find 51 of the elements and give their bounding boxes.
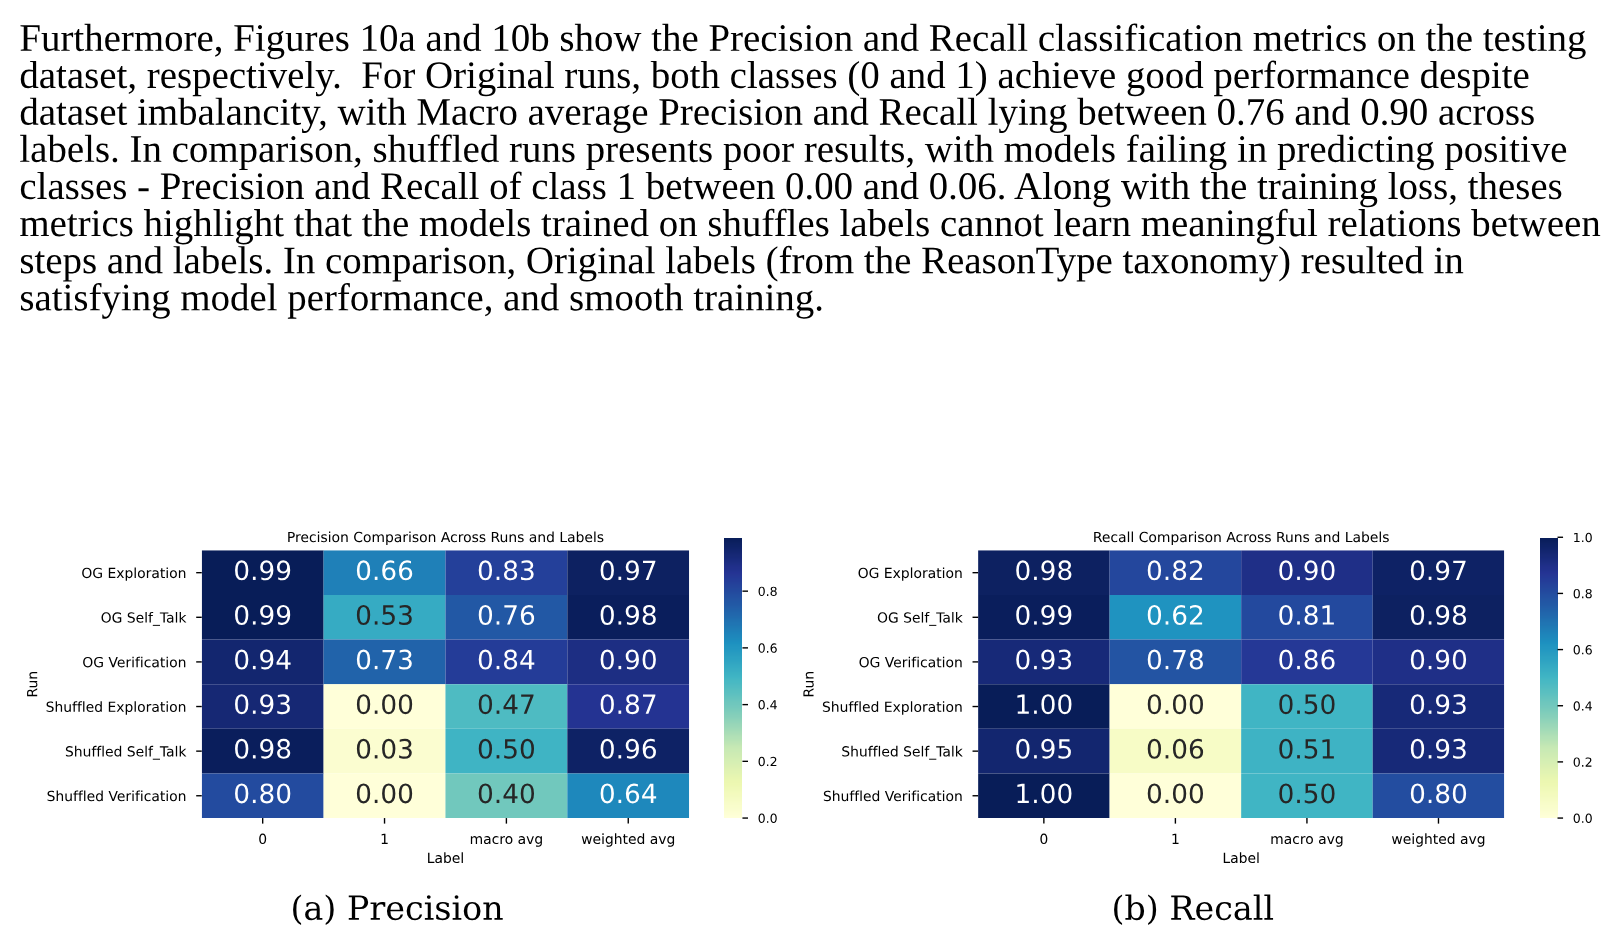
data-label: 0.73	[356, 649, 412, 670]
data-label: 0.00	[356, 694, 413, 715]
data-label: 0.50	[1279, 783, 1335, 804]
data-label: 0.66	[356, 560, 413, 581]
data-label: 0.80	[1410, 783, 1467, 804]
data-label: 0.40	[478, 783, 535, 804]
data-label: 0.83	[478, 560, 534, 581]
data-label: 0.99	[235, 560, 291, 581]
data-label: 0.78	[1147, 649, 1203, 670]
data-label: 0.87	[600, 694, 656, 715]
data-label: 1.00	[1017, 783, 1072, 804]
data-label: 0.93	[1410, 738, 1466, 759]
data-label: 0.99	[235, 604, 291, 625]
data-label: 0.81	[1279, 604, 1334, 625]
data-label: 0.82	[1147, 560, 1203, 581]
data-label: 0.96	[600, 738, 656, 759]
data-label: 0.95	[1016, 738, 1071, 759]
data-label: 0.50	[478, 738, 535, 759]
data-label: 0.80	[235, 783, 291, 804]
data-label: 0.97	[600, 560, 656, 581]
data-label: 0.06	[1147, 738, 1204, 759]
data-label: 0.00	[1147, 694, 1204, 715]
text: (b) Recall	[1114, 894, 1274, 925]
data-label: 0.84	[478, 649, 535, 670]
data-label: 0.94	[235, 649, 291, 670]
data-label: 0.00	[1147, 783, 1204, 804]
data-label: 0.93	[1016, 649, 1072, 670]
data-label: 0.86	[1279, 649, 1335, 670]
data-label: 0.98	[1016, 560, 1072, 581]
data-label: 0.93	[1410, 694, 1466, 715]
data-label: 0.90	[1279, 560, 1335, 581]
data-label: 0.00	[356, 783, 413, 804]
data-label: 0.47	[478, 694, 534, 715]
data-label: 0.53	[356, 604, 412, 625]
data-label: 1.00	[1017, 694, 1072, 715]
data-label: 0.98	[235, 738, 291, 759]
data-label: 0.76	[478, 604, 535, 625]
data-label: 0.64	[600, 783, 657, 804]
data-label: 0.90	[600, 649, 656, 670]
data-label: 0.51	[1279, 738, 1334, 759]
data-label: 0.97	[1410, 560, 1466, 581]
data-label: 0.62	[1147, 604, 1203, 625]
data-label: 0.99	[1016, 604, 1072, 625]
data-label: 0.03	[356, 738, 412, 759]
data-label: 0.50	[1279, 694, 1335, 715]
data-label: 0.93	[235, 694, 290, 715]
data-label: 0.98	[1410, 604, 1467, 625]
text: (a) Precision	[293, 894, 503, 925]
data-label: 0.98	[600, 604, 656, 625]
text: Furthermore, Figures 10a and 10b show the Precision and Recall classification metrics on the testing dataset, respectively. For Original runs, both classes (0 and 1) achieve good performance despite dataset imbalancity, with Macro average Precision and Recall lying between 0.76 and 0.90 across labels. In comparison, shuffled runs presents poor results, with models failing in predicting positive classes - Precision and Recall of class 1 between 0.00 and 0.06. Along with the training loss, theses metrics highlight that the models trained on shuffles labels cannot learn meaningful relations between steps and labels. In comparison, Original labels (from the ReasonType taxonomy) resulted in satisfying model performance, and smooth training.	[20, 23, 1601, 319]
data-label: 0.90	[1410, 649, 1467, 670]
